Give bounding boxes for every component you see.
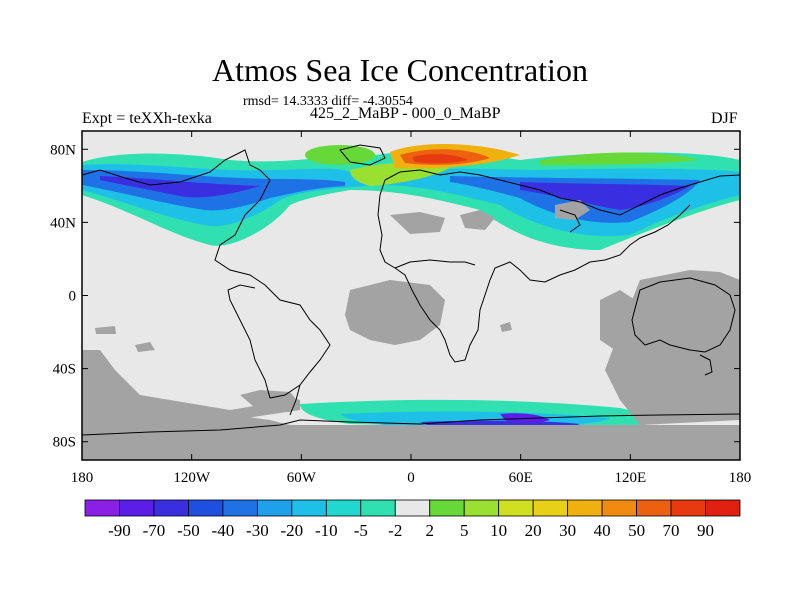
experiment-label: Expt = teXXh-texka — [82, 110, 212, 127]
stats-label: rmsd= 14.3333 diff= -4.30554 — [243, 94, 413, 109]
plot-title: Atmos Sea Ice Concentration — [212, 52, 588, 88]
y-tick-label: 40S — [53, 362, 76, 378]
y-axis: 80N 40N 0 40S 80S — [50, 142, 740, 451]
x-tick-label: 120W — [173, 470, 211, 486]
colorbar-label: 20 — [525, 521, 542, 540]
colorbar-swatch — [119, 499, 155, 517]
y-tick-label: 0 — [69, 289, 77, 305]
colorbar-swatch — [394, 499, 431, 517]
x-tick-label: 180 — [71, 470, 94, 486]
land-mask — [82, 200, 740, 460]
colorbar-label: 50 — [628, 521, 645, 540]
y-tick-label: 80S — [53, 435, 76, 451]
colorbar-label: 40 — [594, 521, 611, 540]
colorbar-label: -70 — [143, 521, 166, 540]
colorbar-swatch — [429, 499, 465, 517]
colorbar-swatch — [84, 499, 120, 517]
colorbar-swatch — [567, 499, 603, 517]
colorbar-label: -40 — [212, 521, 235, 540]
season-label: DJF — [711, 110, 738, 127]
colorbar-swatch — [601, 499, 637, 517]
colorbar-label: 5 — [460, 521, 469, 540]
colorbar-label: -30 — [246, 521, 269, 540]
colorbar-swatch — [532, 499, 569, 517]
colorbar-swatch — [463, 499, 500, 517]
x-axis: 180 120W 60W 0 60E 120E 180 — [71, 131, 752, 486]
colorbar-label: -20 — [281, 521, 304, 540]
x-tick-label: 0 — [407, 470, 415, 486]
colorbar-swatch — [670, 499, 706, 517]
colorbar-label: -10 — [315, 521, 338, 540]
colorbar-label: -90 — [108, 521, 131, 540]
coastlines — [82, 144, 740, 436]
colorbar-label: -50 — [177, 521, 200, 540]
colorbar-swatch — [636, 499, 672, 517]
colorbar-label: 90 — [697, 521, 714, 540]
colorbar-swatch — [291, 499, 327, 517]
colorbar-swatch — [705, 499, 741, 517]
colorbar-swatch — [498, 499, 534, 517]
colorbar-swatch — [360, 499, 396, 517]
colorbar: -90 -70 -50 -40 -30 -20 -10 -5 -2 2 5 10 20 30 40 50 70 9… — [84, 499, 741, 540]
colorbar-label: 70 — [663, 521, 680, 540]
colorbar-swatch — [188, 499, 224, 517]
x-tick-label: 60E — [509, 470, 533, 486]
colorbar-swatch — [153, 499, 189, 517]
period-label: 425_2_MaBP - 000_0_MaBP — [310, 105, 501, 122]
x-tick-label: 180 — [729, 470, 752, 486]
colorbar-swatch — [222, 499, 258, 517]
colorbar-swatch — [256, 499, 293, 517]
colorbar-label: 10 — [490, 521, 507, 540]
colorbar-label: 30 — [559, 521, 576, 540]
x-tick-label: 60W — [287, 470, 317, 486]
colorbar-label: 2 — [425, 521, 434, 540]
north-ice-anomaly — [82, 144, 740, 250]
map-content — [82, 144, 740, 460]
colorbar-label: -5 — [354, 521, 368, 540]
y-tick-label: 40N — [50, 215, 76, 231]
colorbar-label: -2 — [388, 521, 402, 540]
x-tick-label: 120E — [614, 470, 646, 486]
colorbar-swatch — [325, 499, 362, 517]
y-tick-label: 80N — [50, 142, 76, 158]
